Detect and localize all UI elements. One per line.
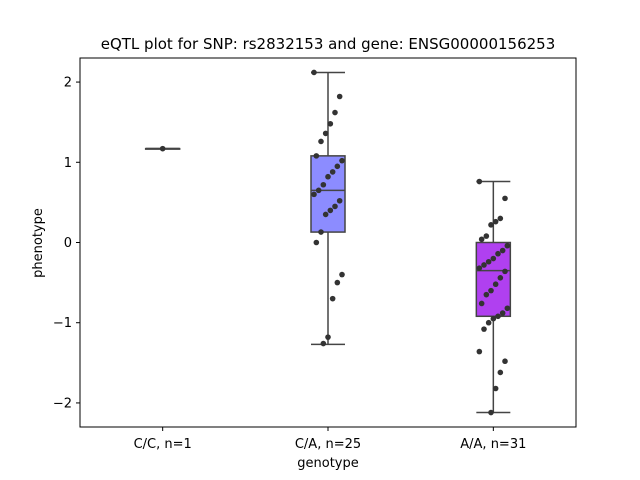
data-point: [497, 215, 504, 222]
data-point: [313, 153, 320, 159]
data-point: [481, 326, 487, 332]
data-point: [502, 268, 508, 275]
data-point: [499, 310, 506, 316]
data-point: [504, 305, 511, 312]
data-point: [488, 222, 494, 228]
data-point: [481, 262, 487, 268]
data-point: [485, 258, 492, 265]
y-axis-label: phenotype: [31, 208, 46, 278]
plot-frame: [79, 57, 577, 428]
data-point: [502, 358, 508, 365]
data-point: [336, 93, 343, 100]
data-point: [476, 348, 483, 355]
x-tick-label: C/C, n=1: [134, 437, 192, 452]
y-tick-label: −1: [53, 316, 72, 331]
box-iqr: [310, 155, 346, 233]
data-point: [492, 281, 499, 288]
data-point: [490, 255, 497, 262]
data-point: [476, 178, 483, 185]
data-point: [336, 197, 343, 204]
data-point: [322, 130, 329, 137]
data-point: [159, 145, 166, 152]
data-point: [490, 315, 497, 322]
data-point: [313, 239, 320, 246]
data-point: [492, 218, 499, 225]
data-point: [483, 291, 490, 298]
data-point: [322, 211, 329, 218]
y-tick-label: 2: [64, 76, 72, 91]
y-tick-label: 0: [64, 236, 72, 251]
data-point: [488, 287, 494, 294]
data-point: [478, 236, 485, 243]
data-point: [327, 207, 334, 214]
x-axis-label: genotype: [297, 456, 358, 471]
x-tick-label: C/A, n=25: [295, 437, 361, 452]
data-point: [320, 340, 327, 347]
data-point: [325, 334, 331, 340]
data-point: [320, 181, 327, 188]
data-point: [329, 295, 336, 302]
y-tick-label: 1: [64, 156, 72, 171]
data-point: [318, 229, 324, 235]
data-point: [339, 157, 345, 164]
data-point: [315, 187, 322, 194]
data-point: [495, 313, 501, 320]
data-point: [488, 409, 494, 416]
data-point: [325, 173, 331, 180]
data-point: [478, 300, 485, 307]
data-point: [492, 385, 499, 392]
x-tick-label: A/A, n=31: [460, 437, 526, 452]
data-point: [497, 274, 504, 281]
data-point: [495, 250, 501, 257]
data-point: [334, 279, 341, 286]
data-point: [502, 195, 508, 202]
data-point: [332, 109, 338, 116]
data-point: [329, 169, 336, 175]
data-point: [318, 138, 324, 145]
data-point: [504, 242, 511, 249]
data-point: [499, 247, 506, 254]
y-tick-label: −2: [53, 396, 72, 411]
data-point: [311, 191, 317, 198]
data-point: [476, 265, 483, 271]
data-point: [327, 120, 334, 127]
chart-title: eQTL plot for SNP: rs2832153 and gene: E…: [101, 35, 556, 53]
data-point: [483, 233, 490, 239]
data-point: [485, 319, 492, 326]
data-point: [497, 369, 504, 376]
data-point: [311, 69, 317, 76]
data-point: [339, 271, 345, 278]
data-point: [332, 203, 338, 210]
data-point: [334, 163, 341, 170]
